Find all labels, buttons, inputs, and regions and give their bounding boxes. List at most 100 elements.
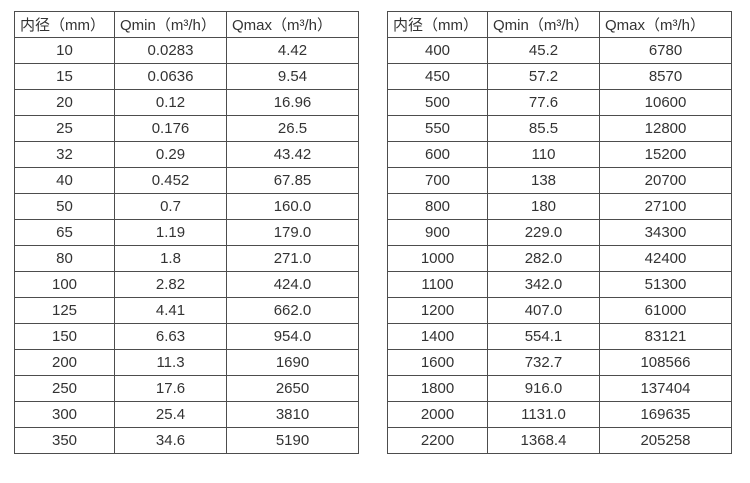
header-qmax: Qmax（m³/h）	[599, 11, 732, 38]
table-cell: 34300	[599, 219, 732, 246]
table-row: 550 85.5 12800	[387, 115, 732, 142]
table-cell: 2650	[226, 375, 359, 402]
table-cell: 65	[14, 219, 115, 246]
table-cell: 108566	[599, 349, 732, 376]
table-cell: 2200	[387, 427, 488, 454]
table-cell: 20700	[599, 167, 732, 194]
table-cell: 916.0	[487, 375, 600, 402]
table-row: 1100 342.0 51300	[387, 271, 732, 298]
table-cell: 0.176	[114, 115, 227, 142]
table-cell: 1.19	[114, 219, 227, 246]
table-row: 350 34.6 5190	[14, 427, 359, 454]
table-header-row: 内径（mm） Qmin（m³/h） Qmax（m³/h）	[14, 11, 359, 38]
table-row: 450 57.2 8570	[387, 63, 732, 90]
table-cell: 0.0283	[114, 37, 227, 64]
table-cell: 45.2	[487, 37, 600, 64]
table-cell: 11.3	[114, 349, 227, 376]
table-cell: 180	[487, 193, 600, 220]
table-cell: 43.42	[226, 141, 359, 168]
table-cell: 1690	[226, 349, 359, 376]
table-cell: 900	[387, 219, 488, 246]
table-cell: 0.29	[114, 141, 227, 168]
table-cell: 554.1	[487, 323, 600, 350]
table-cell: 3810	[226, 401, 359, 428]
table-row: 10 0.0283 4.42	[14, 37, 359, 64]
table-cell: 50	[14, 193, 115, 220]
table-cell: 2000	[387, 401, 488, 428]
table-row: 20 0.12 16.96	[14, 89, 359, 116]
table-row: 1000 282.0 42400	[387, 245, 732, 272]
table-cell: 662.0	[226, 297, 359, 324]
table-cell: 600	[387, 141, 488, 168]
table-cell: 57.2	[487, 63, 600, 90]
table-cell: 1131.0	[487, 401, 600, 428]
table-row: 100 2.82 424.0	[14, 271, 359, 298]
table-cell: 42400	[599, 245, 732, 272]
table-cell: 10600	[599, 89, 732, 116]
header-qmin: Qmin（m³/h）	[487, 11, 600, 38]
table-cell: 25.4	[114, 401, 227, 428]
table-cell: 1400	[387, 323, 488, 350]
table-cell: 6780	[599, 37, 732, 64]
table-cell: 500	[387, 89, 488, 116]
table-cell: 1368.4	[487, 427, 600, 454]
table-cell: 200	[14, 349, 115, 376]
table-row: 250 17.6 2650	[14, 375, 359, 402]
table-cell: 550	[387, 115, 488, 142]
table-row: 65 1.19 179.0	[14, 219, 359, 246]
table-cell: 169635	[599, 401, 732, 428]
table-cell: 450	[387, 63, 488, 90]
table-row: 300 25.4 3810	[14, 401, 359, 428]
table-header-row: 内径（mm） Qmin（m³/h） Qmax（m³/h）	[387, 11, 732, 38]
table-cell: 83121	[599, 323, 732, 350]
table-row: 32 0.29 43.42	[14, 141, 359, 168]
table-cell: 17.6	[114, 375, 227, 402]
table-row: 150 6.63 954.0	[14, 323, 359, 350]
table-row: 125 4.41 662.0	[14, 297, 359, 324]
table-cell: 26.5	[226, 115, 359, 142]
table-cell: 15	[14, 63, 115, 90]
table-cell: 32	[14, 141, 115, 168]
table-cell: 300	[14, 401, 115, 428]
table-cell: 0.0636	[114, 63, 227, 90]
table-cell: 250	[14, 375, 115, 402]
table-cell: 1.8	[114, 245, 227, 272]
table-cell: 954.0	[226, 323, 359, 350]
table-row: 15 0.0636 9.54	[14, 63, 359, 90]
table-cell: 16.96	[226, 89, 359, 116]
table-cell: 2.82	[114, 271, 227, 298]
table-row: 1400 554.1 83121	[387, 323, 732, 350]
table-cell: 138	[487, 167, 600, 194]
table-cell: 1100	[387, 271, 488, 298]
table-cell: 800	[387, 193, 488, 220]
table-row: 200 11.3 1690	[14, 349, 359, 376]
table-row: 400 45.2 6780	[387, 37, 732, 64]
table-cell: 9.54	[226, 63, 359, 90]
table-cell: 229.0	[487, 219, 600, 246]
table-row: 1600 732.7 108566	[387, 349, 732, 376]
table-cell: 85.5	[487, 115, 600, 142]
table-cell: 10	[14, 37, 115, 64]
header-qmax: Qmax（m³/h）	[226, 11, 359, 38]
table-row: 800 180 27100	[387, 193, 732, 220]
flow-table-right: 内径（mm） Qmin（m³/h） Qmax（m³/h） 400 45.2 6780…	[387, 11, 732, 454]
table-cell: 137404	[599, 375, 732, 402]
table-cell: 732.7	[487, 349, 600, 376]
flow-table-left: 内径（mm） Qmin（m³/h） Qmax（m³/h） 10 0.0283 4.4…	[14, 11, 359, 454]
table-cell: 160.0	[226, 193, 359, 220]
table-cell: 350	[14, 427, 115, 454]
table-cell: 205258	[599, 427, 732, 454]
table-cell: 51300	[599, 271, 732, 298]
table-cell: 67.85	[226, 167, 359, 194]
table-row: 700 138 20700	[387, 167, 732, 194]
table-row: 40 0.452 67.85	[14, 167, 359, 194]
table-cell: 20	[14, 89, 115, 116]
table-row: 600 110 15200	[387, 141, 732, 168]
table-row: 80 1.8 271.0	[14, 245, 359, 272]
table-cell: 0.7	[114, 193, 227, 220]
table-cell: 0.12	[114, 89, 227, 116]
table-cell: 6.63	[114, 323, 227, 350]
table-cell: 5190	[226, 427, 359, 454]
header-inner-diameter: 内径（mm）	[387, 11, 488, 38]
